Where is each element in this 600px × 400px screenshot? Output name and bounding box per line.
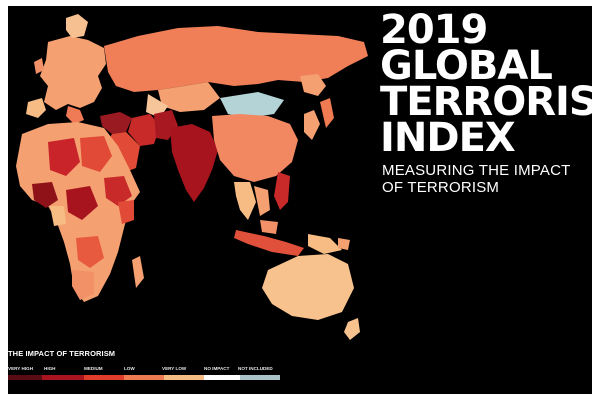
legend-swatch-low [124,375,164,380]
legend-title: THE IMPACT OF TERRORISM [8,349,116,358]
title-line: TERRORISM [380,79,592,125]
subtitle-line: MEASURING THE IMPACT [382,162,571,179]
legend-label-very-high: VERY HIGH [8,366,34,371]
report-title: 2019 GLOBAL TERRORISM INDEX [380,7,592,161]
africa-region [16,122,144,302]
legend-labels: VERY HIGH HIGH MEDIUM LOW VERY LOW NO IM… [8,366,298,376]
title-line: 2019 [380,7,488,53]
legend-label-not-included: NOT INCLUDED [238,366,273,371]
title-line: INDEX [380,115,516,161]
infographic-frame: 2019 GLOBAL TERRORISM INDEX MEASURING TH… [8,6,592,394]
report-subtitle: MEASURING THE IMPACT OF TERRORISM [382,162,570,196]
australia-region [262,238,360,340]
title-line: GLOBAL [380,43,553,89]
legend-swatch-very-low [164,375,204,380]
legend-swatch-no-impact [204,375,240,380]
world-map[interactable] [8,6,592,394]
legend-swatch-high [42,375,84,380]
legend-label-medium: MEDIUM [84,366,103,371]
europe-region [26,14,106,124]
legend-swatch-not-included [240,375,280,380]
legend-swatch-medium [84,375,124,380]
legend-label-high: HIGH [44,366,56,371]
legend-label-low: LOW [124,366,135,371]
subtitle-line: OF TERRORISM [382,179,500,196]
legend-label-no-impact: NO IMPACT [204,366,230,371]
east-asia-region [212,74,334,182]
legend-label-very-low: VERY LOW [162,366,187,371]
legend-swatch-very-high [8,375,42,380]
southeast-asia-region [234,172,342,256]
legend-color-bar [8,375,280,380]
russia-region [104,26,368,118]
